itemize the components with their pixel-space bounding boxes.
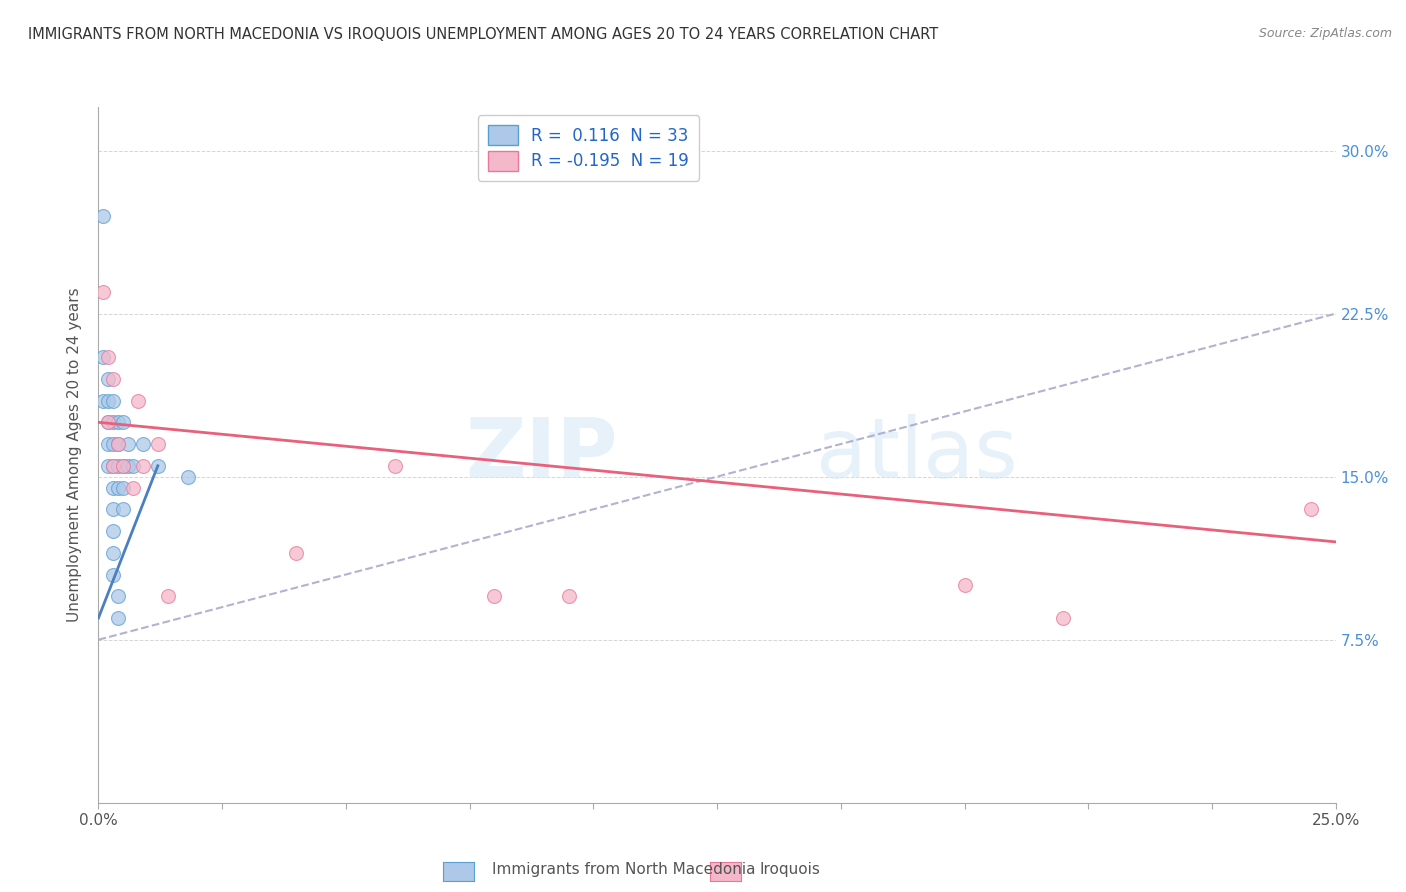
- Point: [953, 578, 976, 592]
- Point: [103, 481, 125, 495]
- Point: [93, 350, 115, 364]
- Point: [122, 481, 145, 495]
- Point: [97, 458, 120, 473]
- Point: [93, 285, 115, 299]
- Point: [107, 437, 129, 451]
- Point: [1299, 502, 1322, 516]
- Point: [97, 372, 120, 386]
- Point: [103, 458, 125, 473]
- Point: [93, 393, 115, 408]
- Point: [107, 589, 129, 603]
- Point: [146, 458, 169, 473]
- Point: [107, 437, 129, 451]
- Point: [146, 437, 169, 451]
- Point: [107, 481, 129, 495]
- Point: [132, 458, 155, 473]
- Point: [112, 458, 135, 473]
- Point: [1052, 611, 1074, 625]
- Legend: R =  0.116  N = 33, R = -0.195  N = 19: R = 0.116 N = 33, R = -0.195 N = 19: [478, 115, 699, 180]
- Point: [384, 458, 406, 473]
- Point: [484, 589, 506, 603]
- Point: [103, 458, 125, 473]
- Point: [103, 415, 125, 429]
- Point: [97, 437, 120, 451]
- Point: [103, 524, 125, 538]
- Point: [107, 611, 129, 625]
- Text: atlas: atlas: [815, 415, 1018, 495]
- Point: [117, 458, 139, 473]
- Text: ZIP: ZIP: [465, 415, 619, 495]
- Point: [103, 502, 125, 516]
- Point: [107, 415, 129, 429]
- Text: Source: ZipAtlas.com: Source: ZipAtlas.com: [1258, 27, 1392, 40]
- Point: [112, 481, 135, 495]
- Point: [107, 458, 129, 473]
- Point: [103, 393, 125, 408]
- Point: [557, 589, 579, 603]
- Point: [112, 458, 135, 473]
- Point: [97, 350, 120, 364]
- Point: [103, 437, 125, 451]
- Point: [97, 415, 120, 429]
- Text: IMMIGRANTS FROM NORTH MACEDONIA VS IROQUOIS UNEMPLOYMENT AMONG AGES 20 TO 24 YEA: IMMIGRANTS FROM NORTH MACEDONIA VS IROQU…: [28, 27, 938, 42]
- Text: Immigrants from North Macedonia: Immigrants from North Macedonia: [492, 863, 755, 877]
- Y-axis label: Unemployment Among Ages 20 to 24 years: Unemployment Among Ages 20 to 24 years: [67, 287, 83, 623]
- Point: [127, 393, 149, 408]
- Point: [103, 372, 125, 386]
- Point: [112, 502, 135, 516]
- Text: Iroquois: Iroquois: [759, 863, 820, 877]
- Point: [112, 415, 135, 429]
- Point: [93, 209, 115, 223]
- Point: [97, 415, 120, 429]
- Point: [176, 469, 198, 483]
- Point: [103, 567, 125, 582]
- Point: [97, 393, 120, 408]
- Point: [117, 437, 139, 451]
- Point: [156, 589, 179, 603]
- Point: [132, 437, 155, 451]
- Point: [122, 458, 145, 473]
- Point: [285, 546, 308, 560]
- Point: [103, 546, 125, 560]
